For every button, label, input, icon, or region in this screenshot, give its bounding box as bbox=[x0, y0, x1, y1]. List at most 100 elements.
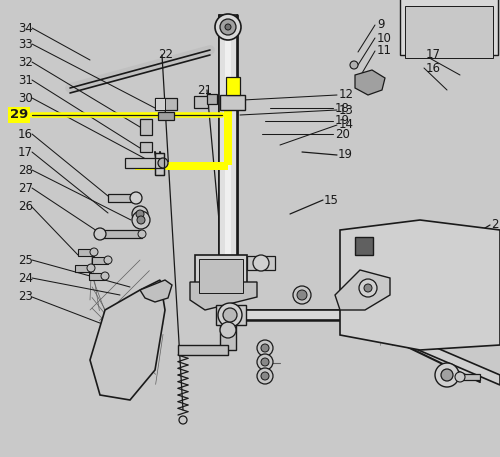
Bar bbox=[135, 162, 228, 170]
Bar bbox=[100, 230, 142, 238]
Circle shape bbox=[218, 303, 242, 327]
Bar bbox=[155, 153, 164, 175]
Circle shape bbox=[158, 158, 168, 168]
Circle shape bbox=[261, 372, 269, 380]
Text: 17: 17 bbox=[426, 48, 441, 62]
Circle shape bbox=[220, 19, 236, 35]
Bar bbox=[92, 257, 108, 264]
Text: 19: 19 bbox=[338, 149, 353, 161]
Bar bbox=[405, 6, 493, 58]
Bar bbox=[178, 345, 228, 355]
Bar bbox=[216, 305, 246, 325]
Circle shape bbox=[138, 230, 146, 238]
Bar bbox=[199, 259, 243, 293]
Bar bbox=[158, 112, 174, 120]
Circle shape bbox=[257, 354, 273, 370]
Text: 16: 16 bbox=[18, 128, 33, 140]
Text: 12: 12 bbox=[339, 89, 354, 101]
Polygon shape bbox=[355, 70, 385, 95]
Circle shape bbox=[257, 340, 273, 356]
Text: 10: 10 bbox=[377, 32, 392, 44]
Text: 16: 16 bbox=[426, 62, 441, 74]
Polygon shape bbox=[335, 270, 390, 310]
Circle shape bbox=[293, 286, 311, 304]
Bar bbox=[78, 249, 94, 256]
Text: 28: 28 bbox=[18, 164, 33, 176]
Text: 18: 18 bbox=[335, 101, 350, 115]
Bar bbox=[108, 194, 136, 202]
Circle shape bbox=[359, 279, 377, 297]
Circle shape bbox=[350, 61, 358, 69]
Bar bbox=[155, 153, 164, 175]
Circle shape bbox=[261, 344, 269, 352]
Circle shape bbox=[225, 24, 231, 30]
Text: 14: 14 bbox=[339, 118, 354, 132]
Circle shape bbox=[297, 290, 307, 300]
Bar bbox=[89, 273, 105, 280]
Text: 25: 25 bbox=[18, 254, 33, 266]
Circle shape bbox=[101, 272, 109, 280]
Bar bbox=[220, 315, 236, 350]
Polygon shape bbox=[340, 220, 500, 350]
Circle shape bbox=[87, 264, 95, 272]
Circle shape bbox=[435, 363, 459, 387]
Text: 27: 27 bbox=[18, 181, 33, 195]
Bar bbox=[194, 96, 208, 108]
Text: 32: 32 bbox=[18, 55, 33, 69]
Circle shape bbox=[137, 216, 145, 224]
Circle shape bbox=[90, 248, 98, 256]
Text: 31: 31 bbox=[18, 74, 33, 86]
Bar bbox=[355, 237, 373, 255]
Bar bbox=[140, 119, 152, 135]
Bar bbox=[220, 95, 245, 110]
Bar bbox=[195, 255, 247, 297]
Text: 20: 20 bbox=[335, 128, 350, 140]
Text: 21: 21 bbox=[198, 84, 212, 96]
Bar bbox=[140, 142, 152, 152]
Text: 34: 34 bbox=[18, 21, 33, 34]
Circle shape bbox=[104, 256, 112, 264]
Circle shape bbox=[253, 255, 269, 271]
Circle shape bbox=[94, 228, 106, 240]
Text: 9: 9 bbox=[377, 18, 384, 32]
Circle shape bbox=[455, 372, 465, 382]
Polygon shape bbox=[90, 280, 165, 400]
Text: 2: 2 bbox=[491, 218, 498, 232]
Text: 26: 26 bbox=[18, 201, 33, 213]
Text: 33: 33 bbox=[18, 37, 33, 51]
Text: 24: 24 bbox=[18, 271, 33, 285]
Text: 15: 15 bbox=[324, 193, 339, 207]
Text: 11: 11 bbox=[377, 44, 392, 58]
Bar bbox=[125, 158, 163, 168]
Bar bbox=[226, 77, 240, 95]
Bar bbox=[224, 95, 232, 165]
Bar bbox=[155, 98, 165, 110]
Polygon shape bbox=[140, 280, 172, 302]
Bar bbox=[75, 265, 91, 272]
Bar bbox=[218, 310, 460, 320]
Circle shape bbox=[132, 206, 148, 222]
Text: 22: 22 bbox=[158, 48, 173, 62]
Circle shape bbox=[136, 210, 144, 218]
Circle shape bbox=[130, 192, 142, 204]
Polygon shape bbox=[190, 282, 257, 310]
Text: 17: 17 bbox=[18, 145, 33, 159]
Polygon shape bbox=[360, 315, 500, 385]
Text: 23: 23 bbox=[18, 291, 33, 303]
Bar bbox=[460, 374, 480, 380]
Circle shape bbox=[364, 284, 372, 292]
Bar bbox=[400, 0, 498, 55]
Text: 19: 19 bbox=[335, 115, 350, 128]
Text: 29: 29 bbox=[10, 108, 28, 122]
Circle shape bbox=[257, 368, 273, 384]
Circle shape bbox=[261, 358, 269, 366]
Text: 30: 30 bbox=[18, 91, 33, 105]
Bar bbox=[207, 94, 217, 104]
Circle shape bbox=[220, 322, 236, 338]
Circle shape bbox=[441, 369, 453, 381]
Bar bbox=[225, 15, 231, 260]
Circle shape bbox=[223, 308, 237, 322]
Bar bbox=[219, 15, 237, 260]
Bar bbox=[155, 98, 177, 110]
Circle shape bbox=[215, 14, 241, 40]
